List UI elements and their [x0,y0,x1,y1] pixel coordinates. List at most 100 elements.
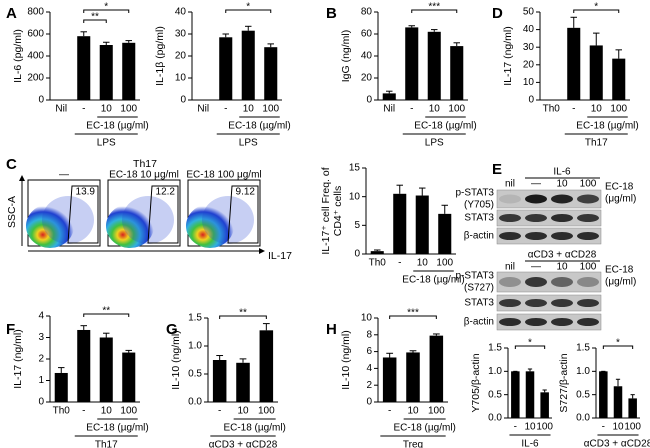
gate [227,185,259,244]
bar [382,357,397,402]
blot-stimulus: IL-6 [553,167,571,178]
lane-label: 100 [580,179,597,190]
gate-percent: 13.9 [76,187,96,198]
y-tick-label: 1 [38,375,44,386]
significance-bracket [411,9,458,13]
treatment-label: EC-18 (µg/ml) [402,275,464,286]
x-tick-label: 10 [417,258,429,269]
x-tick-label: - [224,104,227,115]
significance-bracket [225,9,272,13]
y-tick-label: 20 [175,51,187,62]
significance-label: *** [407,308,419,319]
panel-label: H [326,321,337,338]
blot-treatment: EC-18 [605,182,634,193]
x-tick-label: 100 [258,406,275,417]
bar [122,42,136,100]
y-tick-label: 60 [361,29,373,40]
gate-percent: 9.12 [236,187,256,198]
panel-label: D [492,5,503,22]
bar [429,335,444,402]
y-axis-label: IL-10 (ng/ml) [170,330,182,390]
blot-band [577,232,599,240]
flow-plot-label: EC-18 100 μg/ml [186,170,261,181]
blot-band [577,318,599,326]
significance-bracket [83,9,130,13]
condition-label: LPS [425,138,444,149]
blot-strip [496,313,602,331]
gate [67,185,99,244]
y-axis-label: IL-17 (ng/ml) [12,329,24,389]
significance-label: ** [91,12,99,23]
x-tick-label: 10 [407,406,419,417]
y-tick-label: 15 [349,163,361,174]
flow-plot-label: EC-18 10 μg/ml [109,170,179,181]
bar [77,36,91,100]
y-axis-label: IL-10 (ng/ml) [340,330,352,390]
condition-label: Th17 [95,440,118,448]
lane-label: 10 [556,262,568,273]
y-tick-label: 0.0 [188,397,202,408]
bar [241,30,255,101]
panel-label: F [6,321,15,338]
y-tick-label: 1.0 [488,366,502,377]
significance-bracket [219,315,267,319]
y-tick-label: 0 [38,397,44,408]
condition-label: Treg [403,440,423,448]
blot-row-label: (Y705) [464,200,494,211]
x-tick-label: Nil [197,104,209,115]
panel-label: E [492,161,502,178]
y-tick-label: 10 [175,73,187,84]
bar [599,371,608,418]
bar [415,195,429,254]
y-tick-label: 2 [366,380,372,391]
x-tick-label: 100 [536,422,553,433]
blot-band [551,299,573,307]
x-tick-label: - [388,406,391,417]
significance-label: * [528,338,532,349]
bar [525,371,535,418]
condition-label: Th17 [585,138,608,149]
blot-band [551,277,573,287]
y-tick-label: 10 [349,191,361,202]
bar [77,329,91,402]
flow-plot-label: — [59,170,69,181]
y-tick-label: 1.0 [576,366,590,377]
bar [450,46,464,100]
blot-band [577,194,599,204]
y-tick-label: 3 [38,332,44,343]
panel-label: B [326,5,337,22]
y-tick-label: 2 [38,354,44,365]
y-axis-label: IL-1β (pg/ml) [154,26,166,86]
condition-label: IL-6 [521,439,539,448]
blot-band [577,214,599,222]
treatment-label: EC-18 (µg/ml) [86,121,148,132]
lane-label: — [531,262,541,273]
bar [567,27,581,101]
significance-bracket [389,315,437,319]
treatment-label: EC-18 (µg/ml) [223,423,285,434]
blot-band [499,214,521,222]
blot-band [499,299,521,307]
significance-label: * [616,338,620,349]
y-tick-label: 0.5 [488,389,502,400]
flow-x-label: IL-17 [268,250,292,262]
treatment-label: EC-18 (µg/ml) [228,121,290,132]
significance-label: ** [102,306,110,317]
bar [427,31,441,100]
lane-label: nil [505,179,515,190]
x-tick-label: - [218,406,221,417]
x-tick-label: - [82,104,85,115]
bar [122,352,136,402]
y-tick-label: 0 [180,95,186,106]
y-tick-label: 0.0 [488,413,502,424]
x-tick-label: 100 [262,104,279,115]
y-axis-label: CD4⁺ cells [332,186,344,236]
y-tick-label: 200 [27,73,44,84]
x-tick-label: - [572,104,575,115]
bar [612,58,626,100]
x-tick-label: 10 [237,406,249,417]
bar [219,37,233,100]
blot-row-label: (S727) [464,283,494,294]
y-axis-label: S727/β-actin [558,353,570,412]
lane-label: 100 [580,262,597,273]
